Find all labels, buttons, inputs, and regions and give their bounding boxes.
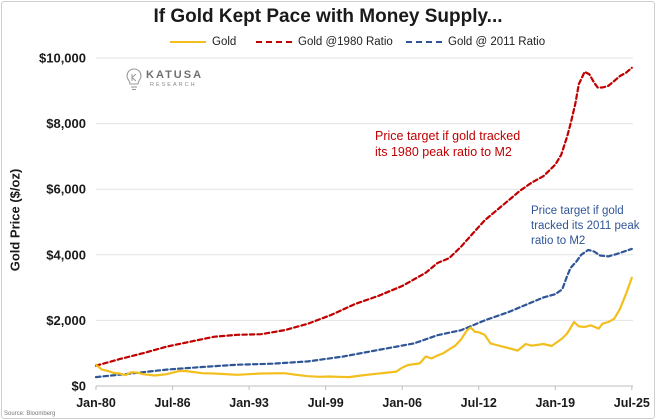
series-line-gold [94, 276, 633, 379]
chart-legend: Gold Gold @1980 Ratio Gold @ 2011 Ratio [170, 36, 570, 54]
annotation-2011-line: Price target if gold [531, 205, 624, 217]
y-tick-label: $6,000 [46, 182, 86, 197]
y-tick-label: $8,000 [46, 116, 86, 131]
legend-label-gold-2011: Gold @ 2011 Ratio [448, 36, 546, 48]
legend-item-gold-2011: Gold @ 2011 Ratio [406, 36, 545, 48]
x-tick-label: Jan-93 [229, 396, 269, 410]
legend-label-gold-1980: Gold @1980 Ratio [298, 36, 393, 48]
annotation-2011: Price target if gold tracked its 2011 pe… [531, 204, 639, 249]
lightbulb-icon [126, 68, 142, 91]
y-tick-label: $10,000 [39, 51, 86, 66]
x-tick-label: Jul-86 [154, 396, 190, 410]
annotation-1980-line: Price target if gold tracked [375, 129, 521, 143]
series-line-gold-1980-ratio [94, 66, 633, 367]
x-tick-label: Jul-12 [461, 396, 497, 410]
y-tick-label: $4,000 [46, 247, 86, 262]
logo-name: KATUSA [146, 69, 204, 81]
source-note: Source: Bloomberg [4, 411, 56, 417]
series-line-gold-2011-ratio [94, 247, 633, 379]
y-tick-label: $2,000 [46, 313, 86, 328]
annotation-1980: Price target if gold tracked its 1980 pe… [375, 128, 520, 160]
x-tick-label: Jul-25 [614, 396, 650, 410]
katusa-logo: KATUSA RESEARCH [124, 66, 204, 94]
legend-item-gold-1980: Gold @1980 Ratio [256, 36, 393, 48]
legend-swatch-gold-1980 [256, 41, 292, 43]
annotation-2011-line: tracked its 2011 peak [531, 220, 640, 232]
legend-swatch-gold-2011 [406, 41, 442, 43]
logo-sub: RESEARCH [150, 82, 197, 88]
chart-title: If Gold Kept Pace with Money Supply... [153, 6, 503, 27]
legend-label-gold: Gold [212, 36, 237, 48]
x-tick-label: Jul-99 [308, 396, 344, 410]
annotation-1980-line: its 1980 peak ratio to M2 [375, 145, 512, 159]
legend-swatch-gold [170, 41, 206, 43]
x-tick-label: Jan-19 [535, 396, 575, 410]
annotation-2011-line: ratio to M2 [531, 235, 586, 247]
x-tick-label: Jan-06 [382, 396, 422, 410]
y-tick-label: $0 [72, 379, 86, 394]
x-tick-label: Jan-80 [76, 396, 116, 410]
legend-item-gold: Gold [170, 36, 236, 48]
